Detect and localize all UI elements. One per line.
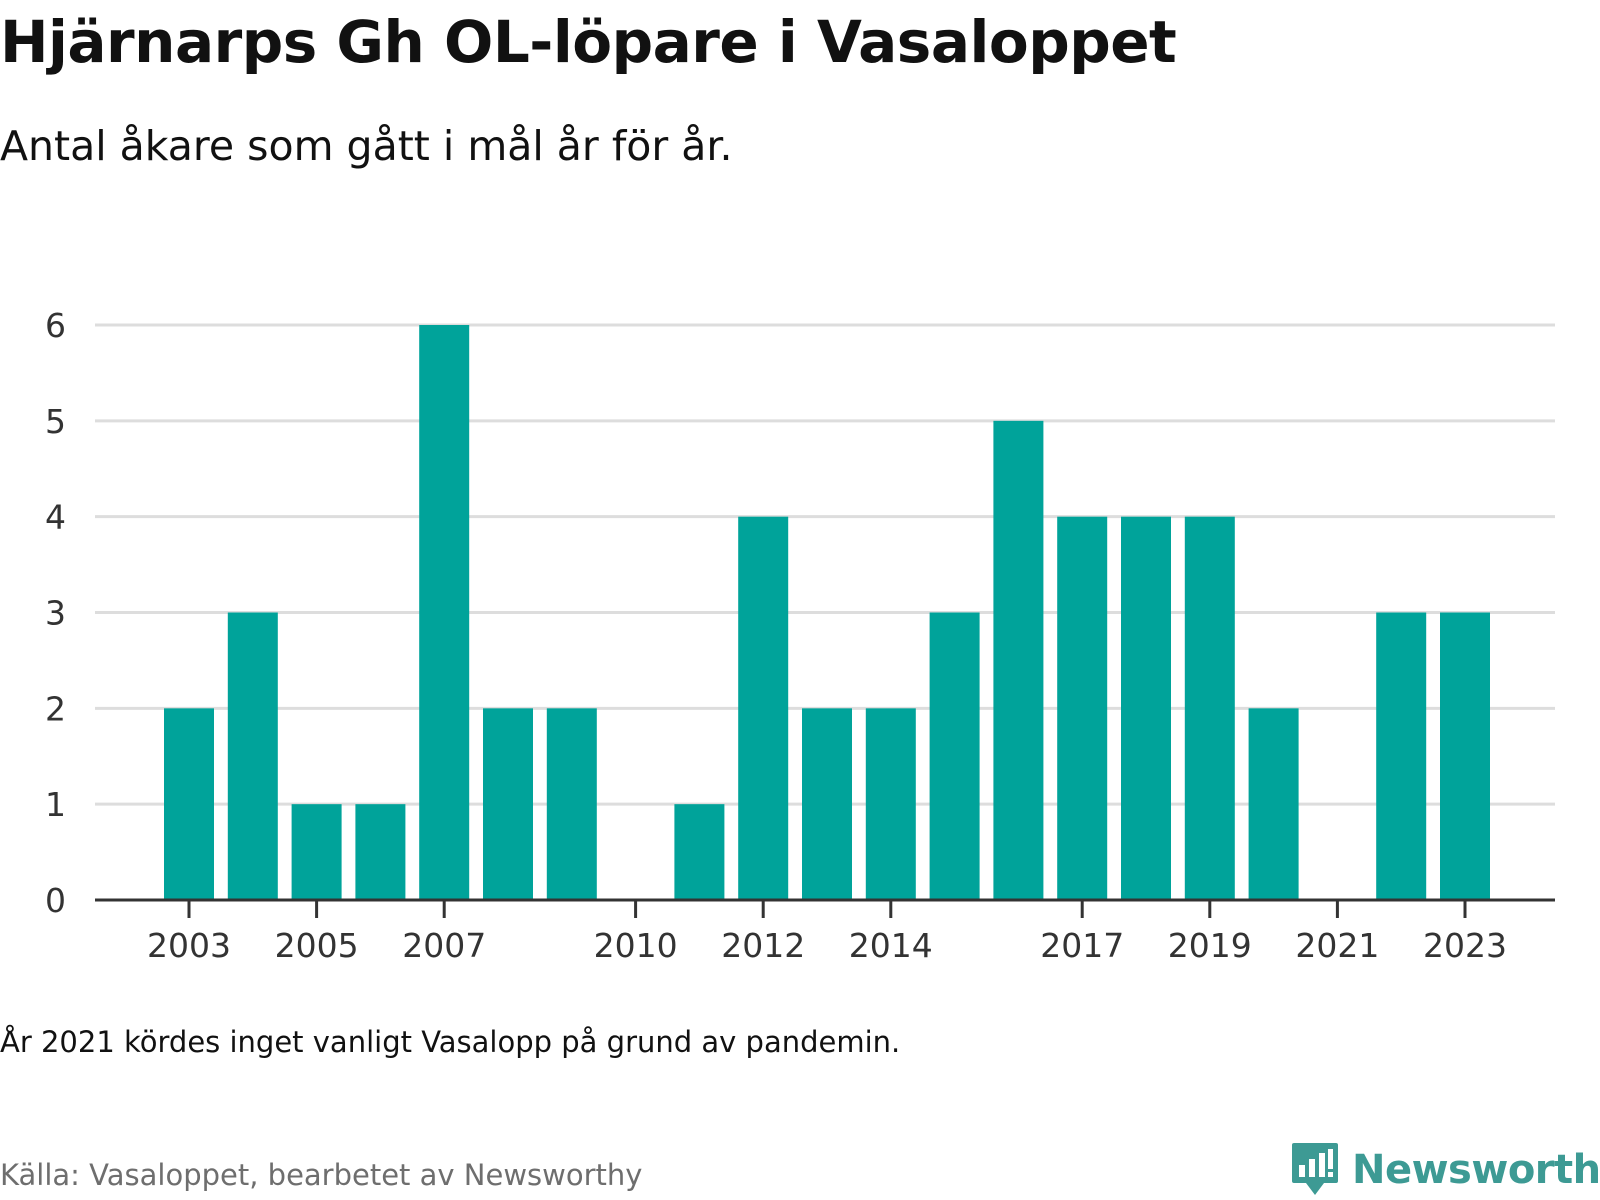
source-text: Källa: Vasaloppet, bearbetet av Newswort… [0,1158,643,1192]
bar [1440,612,1490,900]
bar [993,420,1044,900]
bar [1248,708,1299,900]
brand-name: Newsworthy [1352,1147,1600,1193]
y-tick-label: 4 [45,498,66,537]
x-tick-label: 2014 [849,926,933,965]
bar [1376,612,1427,900]
y-tick-label: 1 [45,785,66,824]
chart-note: År 2021 kördes inget vanligt Vasalopp på… [0,1025,901,1059]
bar-chart: 0 1 2 3 4 5 6 2003 2005 2007 2010 2012 2014 2017 2019 2… [0,270,1600,980]
bar [802,708,852,900]
bar [674,804,725,900]
brand-logo: Newsworthy [1290,1140,1600,1200]
x-tick-label: 2023 [1423,926,1507,965]
bar [546,708,597,900]
bar [738,516,789,900]
y-tick-label: 2 [45,689,66,728]
bar [1057,516,1108,900]
chart-subtitle: Antal åkare som gått i mål år för år. [0,122,733,170]
x-tick-label: 2017 [1040,926,1124,965]
x-tick-label: 2019 [1168,926,1252,965]
bar [483,708,533,900]
bar [164,708,214,900]
y-tick-label: 5 [45,402,66,441]
chart-title: Hjärnarps Gh OL-löpare i Vasaloppet [0,8,1177,76]
bar [929,612,980,900]
x-tick-label: 2003 [147,926,231,965]
y-tick-label: 6 [45,306,66,345]
x-tick-label: 2012 [721,926,805,965]
bar [227,612,278,900]
bar [355,804,406,900]
x-tick-label: 2021 [1295,926,1379,965]
chart-svg: 0 1 2 3 4 5 6 2003 2005 2007 2010 2012 2014 2017 2019 2… [45,306,1555,965]
bar [1184,516,1235,900]
bar [291,804,342,900]
y-tick-label: 3 [45,594,66,633]
bar [865,708,916,900]
y-tick-label: 0 [45,881,66,920]
x-tick-label: 2007 [402,926,486,965]
x-tick-label: 2010 [594,926,678,965]
x-tick-label: 2005 [275,926,359,965]
bar [1121,516,1171,900]
bar [419,325,470,900]
newsworthy-logo-icon [1290,1141,1340,1199]
